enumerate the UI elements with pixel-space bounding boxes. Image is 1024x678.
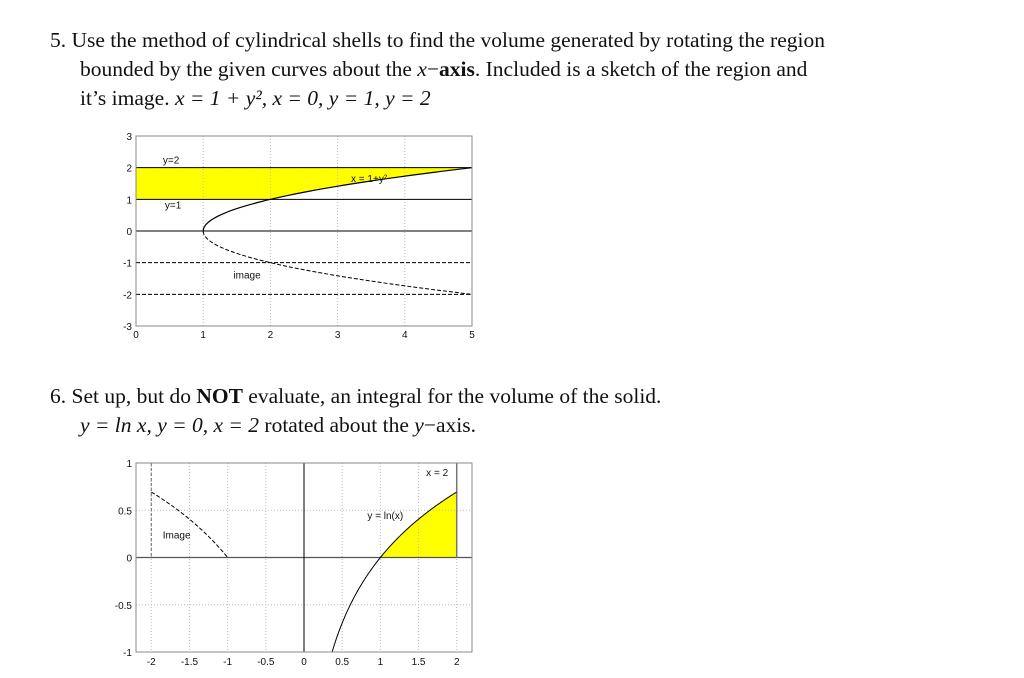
curve-x-equals-1-plus-y-squared	[202, 167, 473, 232]
y-tick-label: -2	[123, 290, 132, 301]
x-tick-label: 0.5	[335, 657, 349, 668]
label-image: image	[233, 271, 261, 282]
text: evaluate, an integral for the volume of …	[242, 384, 662, 408]
y-tick-label: -0.5	[115, 601, 133, 612]
text: Set up, but do	[71, 384, 197, 408]
shaded-region	[136, 167, 472, 200]
problem-number: 6.	[50, 384, 67, 408]
text: bounded by the given curves about the	[80, 57, 418, 81]
math: y	[414, 413, 424, 437]
x-tick-label: 2	[268, 330, 274, 341]
y-tick-label: 1	[126, 459, 132, 470]
label-y1: y=1	[165, 200, 182, 211]
x-tick-label: 0	[301, 657, 307, 668]
x-tick-label: -0.5	[257, 657, 275, 668]
y-tick-label: 0	[126, 554, 132, 565]
text: rotated about the	[259, 413, 415, 437]
y-tick-label: 3	[126, 132, 132, 143]
shaded-region	[380, 491, 457, 558]
math: y = ln x, y = 0, x = 2	[80, 413, 260, 437]
text: −axis.	[423, 413, 476, 437]
x-tick-label: 3	[335, 330, 341, 341]
x-tick-label: 1	[200, 330, 206, 341]
image-curve	[202, 230, 473, 295]
math: x = 1 + y², x = 0, y = 1, y = 2	[174, 86, 431, 110]
x-tick-label: -1.5	[181, 657, 199, 668]
label-curve: y = ln(x)	[367, 511, 403, 522]
label-y2: y=2	[163, 156, 180, 167]
x-tick-label: 2	[454, 657, 460, 668]
problem-number: 5.	[50, 28, 67, 52]
x-tick-label: 1	[378, 657, 384, 668]
label-curve: x = 1+y²	[351, 174, 388, 185]
y-tick-label: -3	[123, 322, 132, 333]
y-tick-label: -1	[123, 259, 132, 270]
problem-6: 6. Set up, but do NOT evaluate, an integ…	[50, 382, 661, 440]
text: −	[426, 57, 440, 81]
y-tick-label: -1	[123, 648, 132, 659]
y-tick-label: 1	[126, 195, 132, 206]
axes-box	[135, 462, 473, 653]
text: . Included is a sketch of the region and	[474, 57, 808, 81]
y-tick-label: 2	[126, 164, 132, 175]
y-tick-label: 0.5	[118, 506, 132, 517]
x-tick-label: 5	[469, 330, 475, 341]
image-curve	[151, 491, 229, 558]
bold-text: NOT	[196, 384, 243, 408]
curve-ln-x	[331, 491, 457, 653]
x-tick-label: 1.5	[412, 657, 426, 668]
problem-5: 5. Use the method of cylindrical shells …	[50, 26, 825, 113]
x-tick-label: 0	[133, 330, 139, 341]
text: it’s image.	[80, 86, 175, 110]
label-x2: x = 2	[426, 468, 448, 479]
y-tick-label: 0	[126, 227, 132, 238]
x-tick-label: -1	[223, 657, 232, 668]
text: Use the method of cylindrical shells to …	[71, 28, 826, 52]
x-tick-label: 4	[402, 330, 408, 341]
math: x	[417, 57, 427, 81]
bold-text: axis	[439, 57, 475, 81]
axes-box	[135, 135, 473, 327]
label-image: Image	[163, 531, 191, 542]
x-tick-label: -2	[147, 657, 156, 668]
